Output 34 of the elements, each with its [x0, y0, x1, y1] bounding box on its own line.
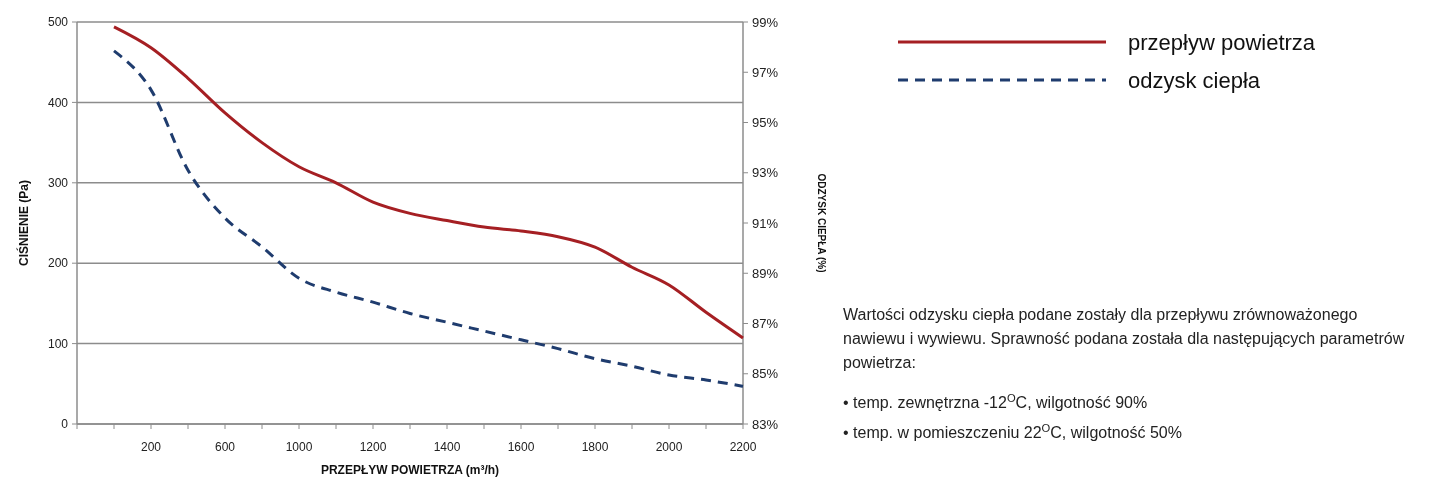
y2-tick-label: 89%	[752, 265, 779, 281]
text: • temp. zewnętrzna -12$^{O}$C, wilgotność 90%	[843, 392, 1148, 411]
y2-tick-label: 97%	[752, 64, 779, 80]
y-axis-title: CIŚNIENIE (Pa)	[16, 179, 31, 267]
y2-tick-label: 87%	[752, 316, 779, 332]
y-tick-label: 500	[47, 15, 69, 30]
y2-tick-label: 95%	[752, 115, 779, 131]
x-tick-label: 1600	[507, 440, 535, 454]
y2-tick-label: 91%	[752, 215, 779, 231]
x-tick-label: 200	[140, 440, 162, 454]
y-tick-label: 300	[47, 176, 69, 190]
x-tick-label: 1000	[285, 440, 313, 454]
x-tick-label: 1200	[359, 440, 387, 454]
y-tick-label: 200	[47, 256, 69, 271]
x-tick-label: 1400	[433, 440, 461, 454]
text: • temp. w pomieszczeniu 22$^{O}$C, wilgotność 50%	[843, 422, 1182, 441]
line-series	[112, 25, 745, 340]
x-tick-label: 2200	[729, 440, 757, 454]
y-tick-label: 100	[47, 336, 69, 351]
text: odzysk ciepła	[1128, 67, 1261, 93]
text: przepływ powietrza	[1128, 29, 1316, 55]
y2-tick-label: 85%	[752, 366, 779, 382]
x-axis-title: PRZEPŁYW POWIETRZA (m³/h)	[320, 463, 500, 477]
y-tick-label: 400	[47, 95, 69, 110]
y2-tick-label: 83%	[752, 416, 779, 432]
x-tick-label: 600	[214, 440, 236, 454]
x-tick-label: 2000	[655, 440, 683, 454]
text: Wartości odzysku ciepła podane zostały dla przepływu zrównoważonego nawiewu i wywiewu. Sprawność podana została dla następujących parametrów powietrza:	[843, 305, 1406, 373]
x-tick-label: 1800	[581, 440, 609, 454]
y2-axis-title: ODZYSK CIEPŁA (%)	[816, 173, 827, 273]
y-tick-label: 0	[61, 417, 69, 432]
y2-tick-label: 93%	[752, 165, 779, 181]
line-series	[112, 49, 745, 388]
y2-tick-label: 99%	[752, 14, 779, 30]
